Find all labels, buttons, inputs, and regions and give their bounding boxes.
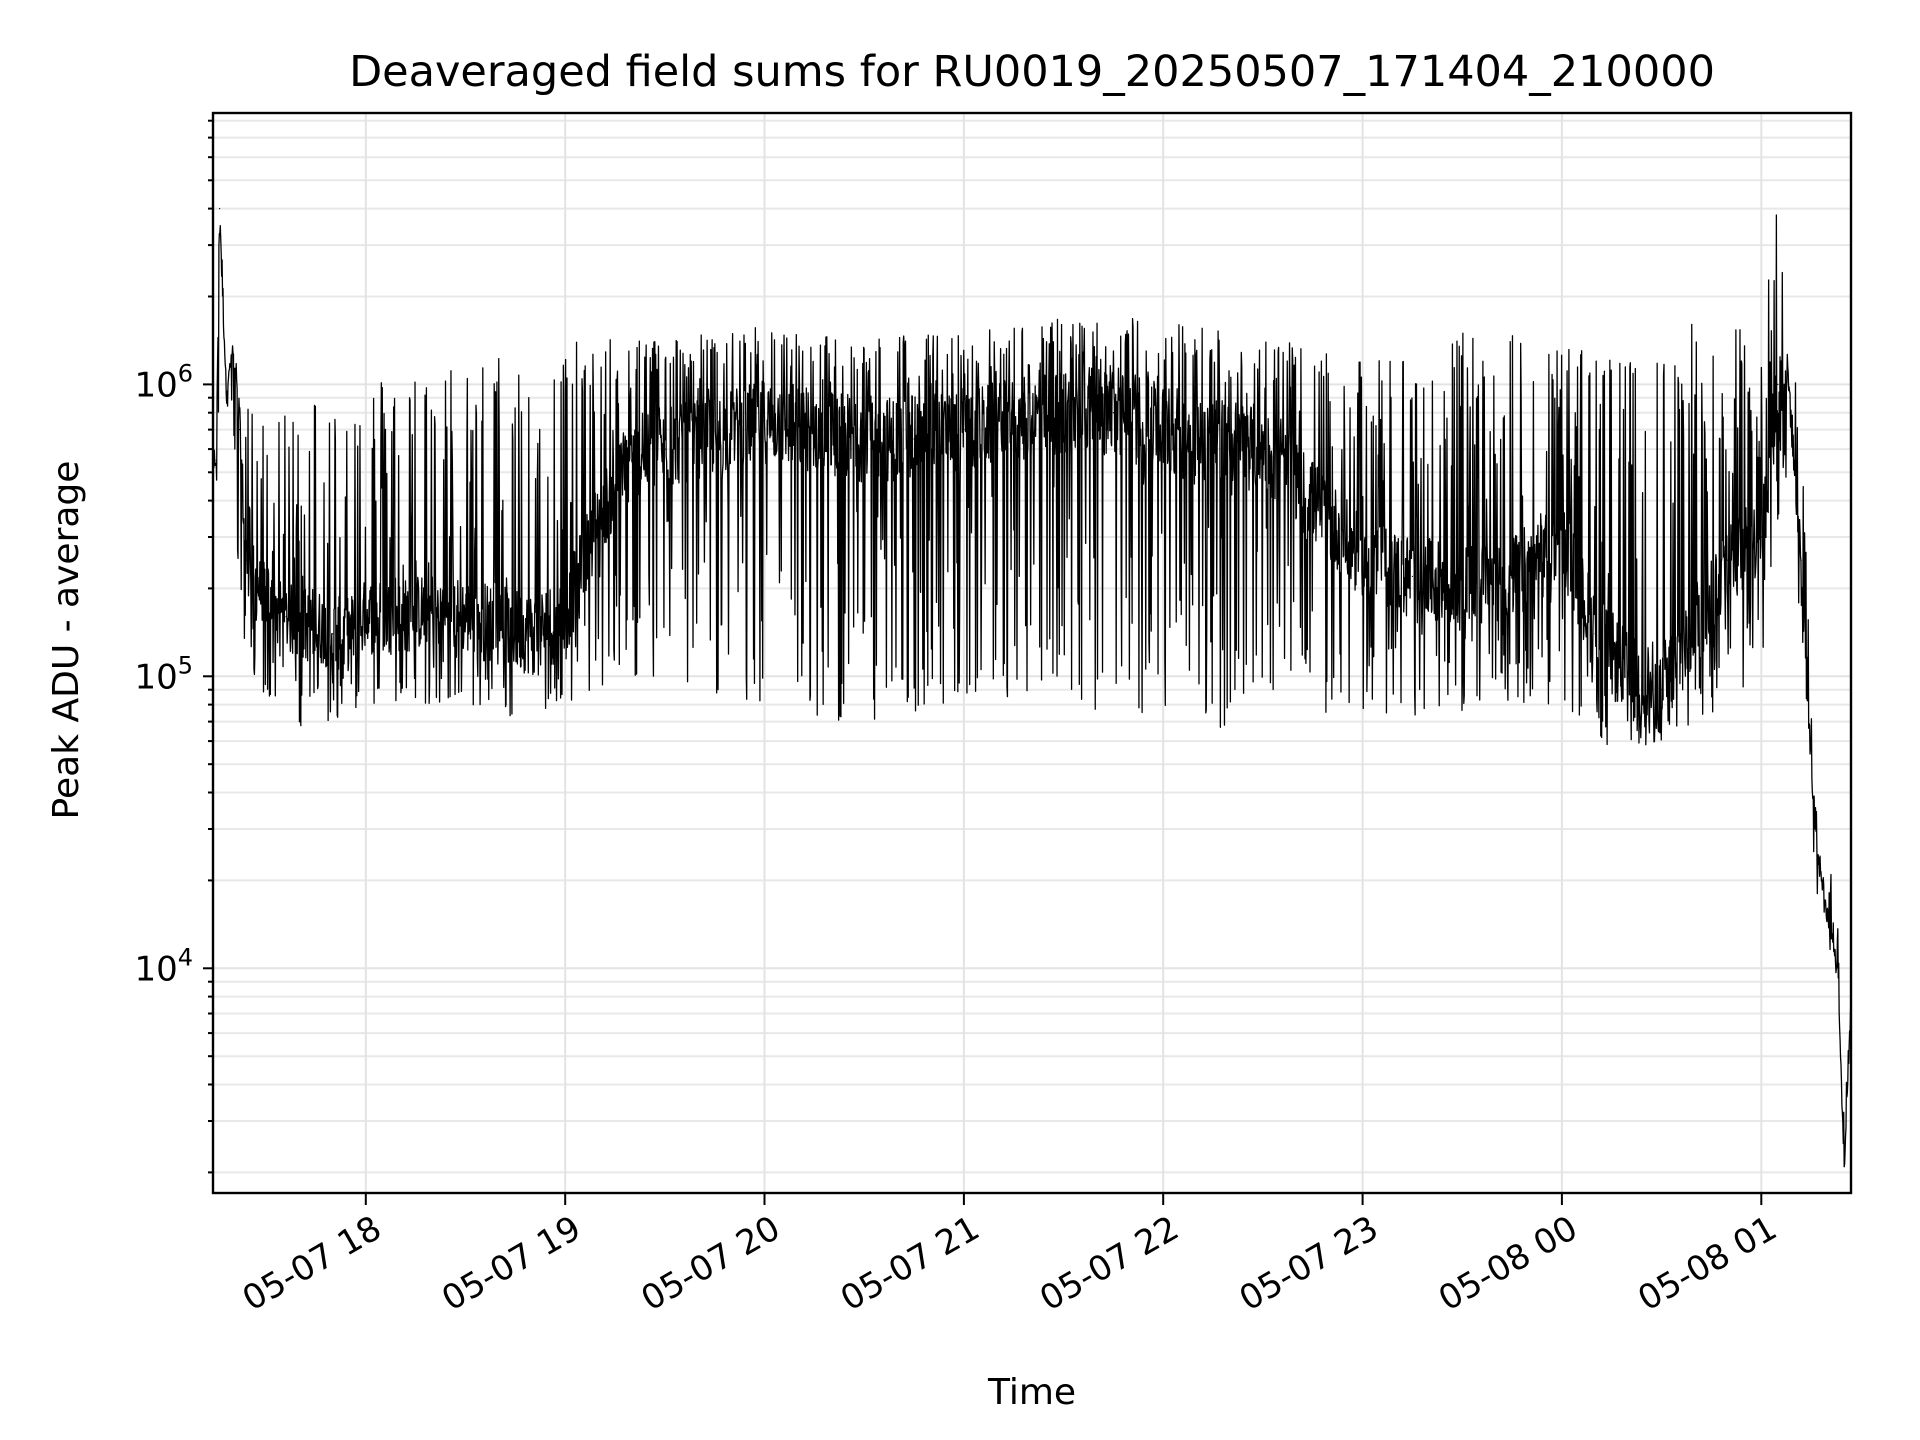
series-point <box>1411 575 1413 578</box>
series-point <box>763 420 766 422</box>
series-point <box>1800 559 1802 561</box>
series-point <box>1212 438 1214 440</box>
series-point <box>813 429 816 431</box>
series-point <box>1760 536 1762 538</box>
series-point <box>258 587 261 590</box>
y-tick-label-exponent: 4 <box>178 943 193 971</box>
series-point <box>219 208 221 210</box>
series-point <box>1594 633 1596 635</box>
series-point <box>285 616 287 618</box>
y-tick-label-base: 10 <box>134 949 177 989</box>
chart-title: Deaveraged field sums for RU0019_2025050… <box>349 47 1715 97</box>
series-point <box>531 633 533 635</box>
series-point <box>564 616 566 618</box>
series-line <box>212 214 1852 1168</box>
series-point <box>1561 536 1563 538</box>
series-point <box>1112 412 1114 414</box>
series-point <box>863 438 865 440</box>
series-point <box>498 624 500 626</box>
series-point <box>913 438 915 440</box>
series-point <box>1362 559 1364 561</box>
series-point <box>348 633 350 635</box>
y-tick-label-exponent: 6 <box>178 359 193 387</box>
series-point <box>215 459 217 461</box>
series-point <box>1262 448 1264 450</box>
series-point <box>1787 371 1789 373</box>
series-point <box>1694 624 1696 626</box>
series-point <box>1063 412 1065 414</box>
series-point <box>332 633 334 635</box>
y-tick-label: 105 <box>134 651 193 697</box>
series-group <box>212 208 1852 1168</box>
x-tick-label: 05-07 20 <box>635 1208 787 1319</box>
series-point <box>1727 559 1729 561</box>
series-point <box>697 438 699 440</box>
series-point <box>1827 916 1829 918</box>
y-axis-label: Peak ADU - average <box>46 461 87 820</box>
x-tick-label: 05-07 21 <box>834 1208 986 1319</box>
series-point <box>1511 575 1513 578</box>
series-point <box>1837 967 1839 969</box>
series-point <box>225 390 227 392</box>
y-tick-label-base: 10 <box>134 657 177 697</box>
series-point <box>1461 587 1463 590</box>
series-point <box>245 559 247 561</box>
series-point <box>1312 500 1314 502</box>
series-point <box>730 429 732 431</box>
y-tick-label-base: 10 <box>134 365 177 405</box>
series-point <box>272 601 274 603</box>
x-tick-label: 05-07 22 <box>1033 1208 1185 1319</box>
series-point <box>398 616 400 618</box>
series-point <box>464 616 467 618</box>
series-point <box>239 429 241 431</box>
series-point <box>1661 689 1663 691</box>
series-point <box>431 608 433 610</box>
x-tick-label: 05-07 19 <box>435 1208 587 1319</box>
series-point <box>298 624 300 626</box>
series-point <box>963 429 965 431</box>
x-tick-label: 05-08 01 <box>1631 1208 1783 1319</box>
series-point <box>597 516 600 519</box>
x-axis: 05-07 18 05-07 19 05-07 20 05-07 21 05-07 22… <box>236 1193 1784 1319</box>
series-point <box>1813 828 1816 830</box>
series-point <box>631 459 633 461</box>
y-tick-label-exponent: 5 <box>178 651 193 679</box>
series-point <box>664 448 666 450</box>
series-point <box>1843 1165 1845 1167</box>
x-tick-label: 05-08 00 <box>1432 1208 1584 1319</box>
series-point <box>1162 429 1164 431</box>
y-tick-label: 104 <box>134 943 193 989</box>
x-tick-label: 05-07 18 <box>236 1208 388 1319</box>
series-point <box>232 350 234 352</box>
series-point <box>1777 383 1779 385</box>
y-tick-label: 106 <box>134 359 193 405</box>
x-axis-label: Time <box>987 1372 1076 1413</box>
series-point <box>315 624 317 626</box>
series-point <box>1627 675 1629 677</box>
series-point <box>365 616 367 618</box>
plot-frame <box>211 111 1853 1195</box>
series-point <box>1013 420 1015 422</box>
x-tick-label: 05-07 23 <box>1233 1208 1385 1319</box>
